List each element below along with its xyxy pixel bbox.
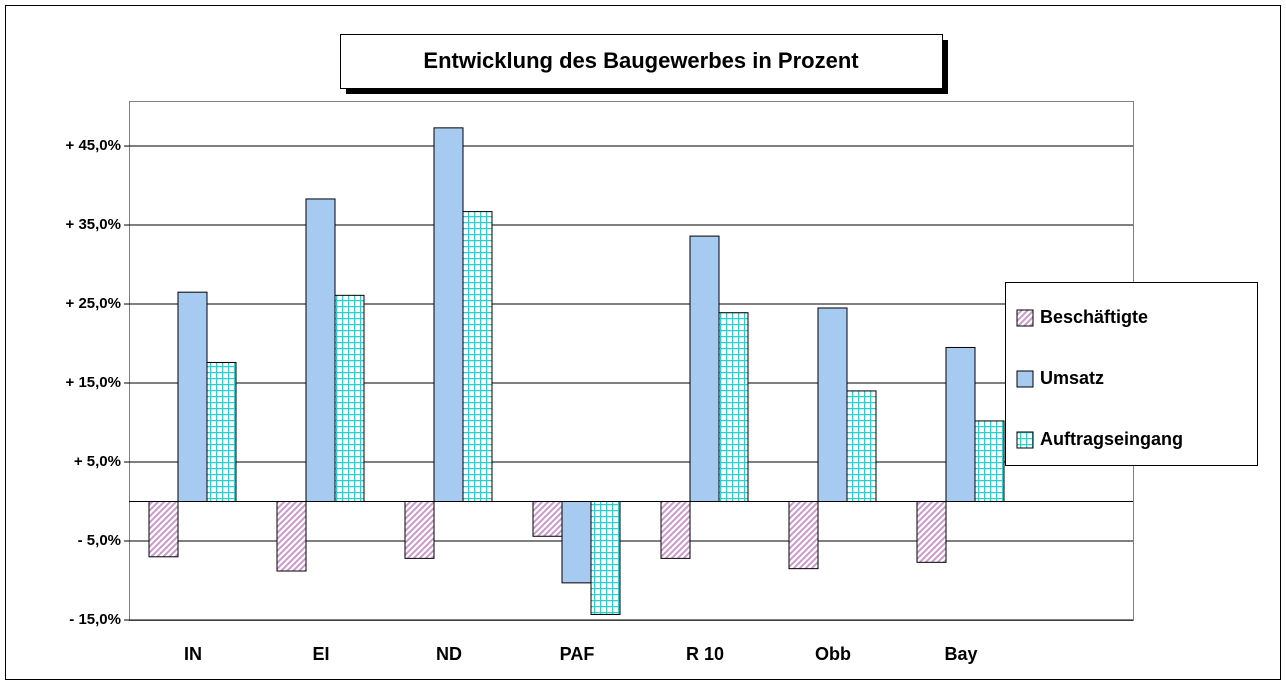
y-tick-label: - 15,0% xyxy=(69,611,121,628)
x-tick-label: Obb xyxy=(815,644,851,664)
y-tick-label: + 5,0% xyxy=(74,453,121,470)
legend-swatch xyxy=(1016,431,1034,449)
y-tick-label: + 15,0% xyxy=(66,374,121,391)
bar xyxy=(660,501,691,559)
legend-label: Beschäftigte xyxy=(1040,307,1148,327)
x-tick-label: Bay xyxy=(944,644,977,664)
x-tick-label: ND xyxy=(436,644,462,664)
bar xyxy=(177,291,208,503)
y-tick-label: + 45,0% xyxy=(66,137,121,154)
legend-label: Auftragseingang xyxy=(1040,429,1183,449)
bar xyxy=(532,501,563,537)
x-tick-label: PAF xyxy=(560,644,595,664)
x-tick-label: IN xyxy=(184,644,202,664)
y-tick-label: - 5,0% xyxy=(78,532,121,549)
legend-label: Umsatz xyxy=(1040,368,1104,388)
bar xyxy=(974,420,1005,503)
y-tick-label: + 25,0% xyxy=(66,295,121,312)
bar xyxy=(590,501,621,615)
bar xyxy=(276,501,307,572)
bar xyxy=(305,198,336,503)
bar xyxy=(148,501,179,558)
bar xyxy=(433,127,464,503)
bar xyxy=(689,235,720,503)
bar xyxy=(945,346,976,503)
bar xyxy=(404,501,435,559)
bar xyxy=(788,501,819,570)
bar xyxy=(462,211,493,503)
bar xyxy=(334,294,365,503)
bar xyxy=(817,307,848,503)
bar xyxy=(206,361,237,503)
bar xyxy=(916,501,947,563)
bar xyxy=(561,501,592,584)
x-tick-label: EI xyxy=(312,644,329,664)
legend-box xyxy=(1005,282,1258,466)
y-tick-label: + 35,0% xyxy=(66,216,121,233)
legend-swatch xyxy=(1016,309,1034,327)
title-box xyxy=(340,34,943,89)
chart-title: Entwicklung des Baugewerbes in Prozent xyxy=(423,48,859,73)
legend-swatch xyxy=(1016,370,1034,388)
bar xyxy=(718,312,749,503)
x-tick-label: R 10 xyxy=(686,644,724,664)
bar xyxy=(846,390,877,503)
